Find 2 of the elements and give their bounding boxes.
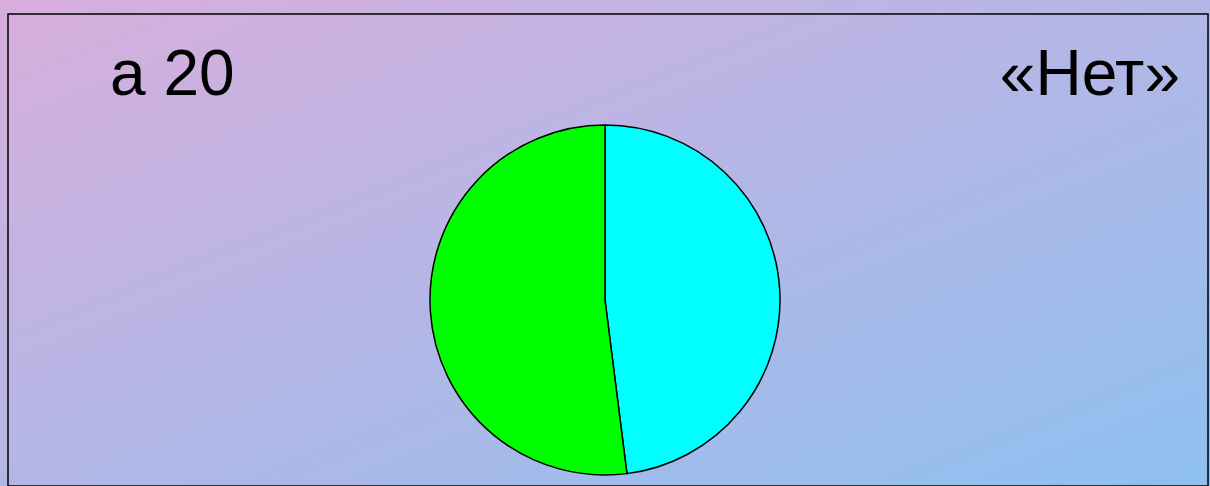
text: а 20 xyxy=(110,37,235,109)
text: «Нет» xyxy=(999,37,1180,109)
